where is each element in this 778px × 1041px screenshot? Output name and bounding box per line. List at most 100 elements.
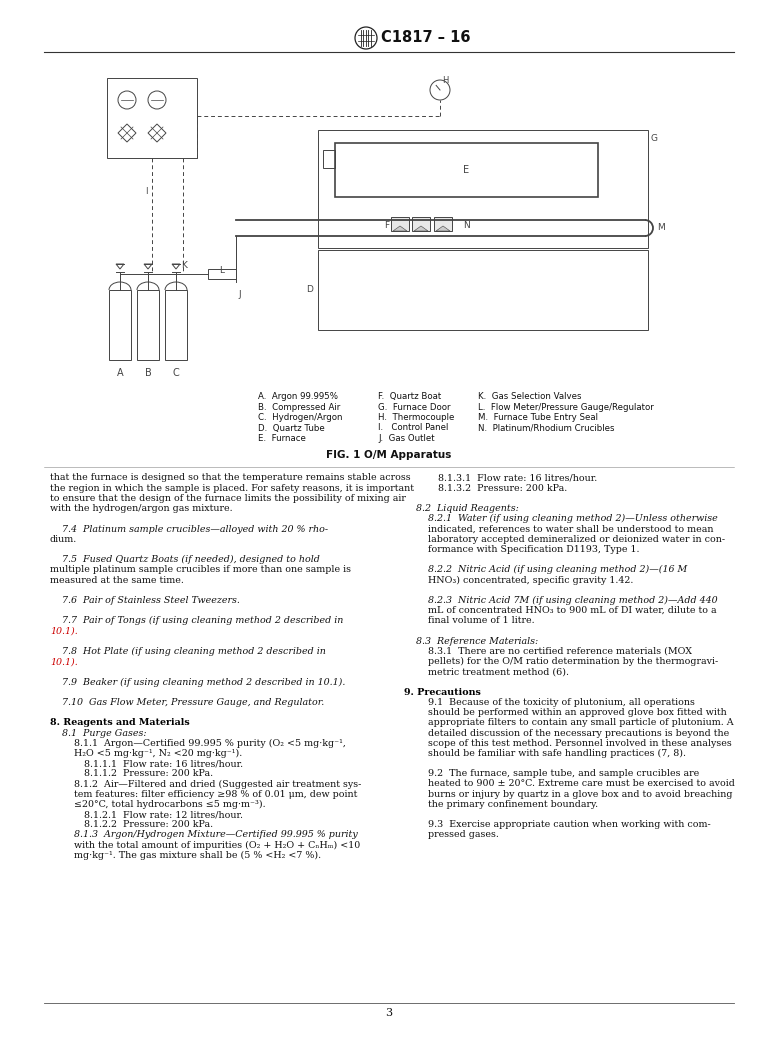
Bar (318, 130, 648, 248)
Text: 8.2.2  Nitric Acid (if using cleaning method 2)—(16 M: 8.2.2 Nitric Acid (if using cleaning met… (428, 565, 687, 575)
Text: 10.1).: 10.1). (50, 657, 78, 666)
Text: the primary confinement boundary.: the primary confinement boundary. (428, 799, 598, 809)
Text: mL of concentrated HNO₃ to 900 mL of DI water, dilute to a: mL of concentrated HNO₃ to 900 mL of DI … (428, 606, 717, 615)
Polygon shape (436, 226, 450, 231)
Text: 8.3.1  There are no certified reference materials (MOX: 8.3.1 There are no certified reference m… (428, 646, 692, 656)
Text: measured at the same time.: measured at the same time. (50, 576, 184, 584)
Text: metric treatment method (6).: metric treatment method (6). (428, 667, 569, 677)
Text: multiple platinum sample crucibles if more than one sample is: multiple platinum sample crucibles if mo… (50, 565, 351, 575)
Bar (318, 250, 648, 330)
Bar (208, 269, 236, 279)
Text: laboratory accepted demineralized or deionized water in con-: laboratory accepted demineralized or dei… (428, 535, 725, 543)
Text: A: A (117, 369, 123, 378)
Text: 8.1.3.1  Flow rate: 16 litres/hour.: 8.1.3.1 Flow rate: 16 litres/hour. (438, 474, 598, 482)
Text: N.  Platinum/Rhodium Crucibles: N. Platinum/Rhodium Crucibles (478, 424, 615, 432)
Text: K: K (181, 261, 187, 271)
Text: 9.2  The furnace, sample tube, and sample crucibles are: 9.2 The furnace, sample tube, and sample… (428, 769, 699, 779)
Text: 3: 3 (385, 1008, 393, 1018)
Text: L: L (219, 266, 225, 275)
Text: with the hydrogen/argon gas mixture.: with the hydrogen/argon gas mixture. (50, 504, 233, 513)
Bar (434, 217, 452, 231)
Text: I: I (145, 187, 148, 197)
Text: 8.2  Liquid Reagents:: 8.2 Liquid Reagents: (416, 504, 519, 513)
Text: final volume of 1 litre.: final volume of 1 litre. (428, 616, 534, 626)
Text: 7.6  Pair of Stainless Steel Tweezers.: 7.6 Pair of Stainless Steel Tweezers. (62, 595, 240, 605)
Text: 8.1.2.2  Pressure: 200 kPa.: 8.1.2.2 Pressure: 200 kPa. (84, 820, 213, 830)
Polygon shape (393, 226, 407, 231)
Text: 7.4  Platinum sample crucibles—alloyed with 20 % rho-: 7.4 Platinum sample crucibles—alloyed wi… (62, 525, 328, 533)
Text: B: B (145, 369, 152, 378)
Bar (412, 217, 430, 231)
Text: E: E (463, 166, 469, 175)
Bar (391, 217, 409, 231)
Text: tem features: filter efficiency ≥98 % of 0.01 μm, dew point: tem features: filter efficiency ≥98 % of… (74, 790, 357, 798)
Text: J.  Gas Outlet: J. Gas Outlet (378, 434, 435, 443)
Text: the region in which the sample is placed. For safety reasons, it is important: the region in which the sample is placed… (50, 484, 414, 492)
Text: 8.1  Purge Gases:: 8.1 Purge Gases: (62, 729, 146, 737)
Text: 7.8  Hot Plate (if using cleaning method 2 described in: 7.8 Hot Plate (if using cleaning method … (62, 646, 326, 656)
Text: mg·kg⁻¹. The gas mixture shall be (5 % <H₂ <7 %).: mg·kg⁻¹. The gas mixture shall be (5 % <… (74, 850, 321, 860)
Bar (107, 78, 197, 158)
Text: 8.2.3  Nitric Acid 7M (if using cleaning method 2)—Add 440: 8.2.3 Nitric Acid 7M (if using cleaning … (428, 595, 717, 605)
Text: 8.1.1.1  Flow rate: 16 litres/hour.: 8.1.1.1 Flow rate: 16 litres/hour. (84, 759, 243, 768)
Text: formance with Specification D1193, Type 1.: formance with Specification D1193, Type … (428, 544, 640, 554)
Text: E.  Furnace: E. Furnace (258, 434, 306, 443)
Text: 10.1).: 10.1). (50, 627, 78, 635)
Text: scope of this test method. Personnel involved in these analyses: scope of this test method. Personnel inv… (428, 739, 732, 747)
Text: J: J (238, 290, 240, 299)
Text: 8.1.1  Argon—Certified 99.995 % purity (O₂ <5 mg·kg⁻¹,: 8.1.1 Argon—Certified 99.995 % purity (O… (74, 739, 346, 747)
Text: C.  Hydrogen/Argon: C. Hydrogen/Argon (258, 413, 342, 422)
Text: K.  Gas Selection Valves: K. Gas Selection Valves (478, 392, 581, 401)
Text: D: D (306, 285, 313, 295)
Text: indicated, references to water shall be understood to mean: indicated, references to water shall be … (428, 525, 713, 533)
Text: appropriate filters to contain any small particle of plutonium. A: appropriate filters to contain any small… (428, 718, 734, 728)
Text: H₂O <5 mg·kg⁻¹, N₂ <20 mg·kg⁻¹).: H₂O <5 mg·kg⁻¹, N₂ <20 mg·kg⁻¹). (74, 748, 242, 758)
Text: F: F (384, 222, 389, 230)
Text: L.  Flow Meter/Pressure Gauge/Regulator: L. Flow Meter/Pressure Gauge/Regulator (478, 403, 654, 411)
Text: 8.1.2.1  Flow rate: 12 litres/hour.: 8.1.2.1 Flow rate: 12 litres/hour. (84, 810, 243, 819)
Text: 7.7  Pair of Tongs (if using cleaning method 2 described in: 7.7 Pair of Tongs (if using cleaning met… (62, 616, 343, 626)
Text: 8.1.2  Air—Filtered and dried (Suggested air treatment sys-: 8.1.2 Air—Filtered and dried (Suggested … (74, 780, 361, 789)
Text: dium.: dium. (50, 535, 77, 543)
Text: D.  Quartz Tube: D. Quartz Tube (258, 424, 324, 432)
Text: A.  Argon 99.995%: A. Argon 99.995% (258, 392, 338, 401)
Text: G.  Furnace Door: G. Furnace Door (378, 403, 450, 411)
Text: G: G (651, 134, 658, 143)
Text: detailed discussion of the necessary precautions is beyond the: detailed discussion of the necessary pre… (428, 729, 729, 737)
Text: 8.2.1  Water (if using cleaning method 2)—Unless otherwise: 8.2.1 Water (if using cleaning method 2)… (428, 514, 718, 524)
Text: FIG. 1 O/M Apparatus: FIG. 1 O/M Apparatus (326, 451, 452, 460)
Text: 7.5  Fused Quartz Boats (if needed), designed to hold: 7.5 Fused Quartz Boats (if needed), desi… (62, 555, 320, 564)
Text: 8.1.3.2  Pressure: 200 kPa.: 8.1.3.2 Pressure: 200 kPa. (438, 484, 567, 492)
Bar (335, 143, 598, 197)
Text: C1817 – 16: C1817 – 16 (381, 30, 471, 46)
Text: H: H (442, 76, 448, 85)
Bar (109, 290, 131, 360)
Text: that the furnace is designed so that the temperature remains stable across: that the furnace is designed so that the… (50, 474, 411, 482)
Text: B.  Compressed Air: B. Compressed Air (258, 403, 340, 411)
Text: F.  Quartz Boat: F. Quartz Boat (378, 392, 441, 401)
Text: C: C (173, 369, 180, 378)
Text: 9. Precautions: 9. Precautions (404, 688, 481, 696)
Text: to ensure that the design of the furnace limits the possibility of mixing air: to ensure that the design of the furnace… (50, 493, 406, 503)
Text: 7.9  Beaker (if using cleaning method 2 described in 10.1).: 7.9 Beaker (if using cleaning method 2 d… (62, 678, 345, 687)
Text: M: M (657, 224, 664, 232)
Bar (137, 290, 159, 360)
Text: H.  Thermocouple: H. Thermocouple (378, 413, 454, 422)
Text: pressed gases.: pressed gases. (428, 831, 499, 839)
Text: should be performed within an approved glove box fitted with: should be performed within an approved g… (428, 708, 727, 717)
Text: 9.3  Exercise appropriate caution when working with com-: 9.3 Exercise appropriate caution when wo… (428, 820, 711, 830)
Text: heated to 900 ± 20°C. Extreme care must be exercised to avoid: heated to 900 ± 20°C. Extreme care must … (428, 780, 735, 788)
Text: with the total amount of impurities (O₂ + H₂O + CₙHₘ) <10: with the total amount of impurities (O₂ … (74, 841, 360, 849)
Text: ≤20°C, total hydrocarbons ≤5 mg·m⁻³).: ≤20°C, total hydrocarbons ≤5 mg·m⁻³). (74, 799, 265, 809)
Text: 7.10  Gas Flow Meter, Pressure Gauge, and Regulator.: 7.10 Gas Flow Meter, Pressure Gauge, and… (62, 697, 324, 707)
Text: 8.1.3  Argon/Hydrogen Mixture—Certified 99.995 % purity: 8.1.3 Argon/Hydrogen Mixture—Certified 9… (74, 831, 358, 839)
Bar (323, 150, 335, 168)
Bar (165, 290, 187, 360)
Text: 8.3  Reference Materials:: 8.3 Reference Materials: (416, 637, 538, 645)
Polygon shape (414, 226, 428, 231)
Text: pellets) for the O/M ratio determination by the thermogravi-: pellets) for the O/M ratio determination… (428, 657, 718, 666)
Text: 8. Reagents and Materials: 8. Reagents and Materials (50, 718, 190, 728)
Text: should be familiar with safe handling practices (7, 8).: should be familiar with safe handling pr… (428, 748, 686, 758)
Text: M.  Furnace Tube Entry Seal: M. Furnace Tube Entry Seal (478, 413, 598, 422)
Text: I.   Control Panel: I. Control Panel (378, 424, 448, 432)
